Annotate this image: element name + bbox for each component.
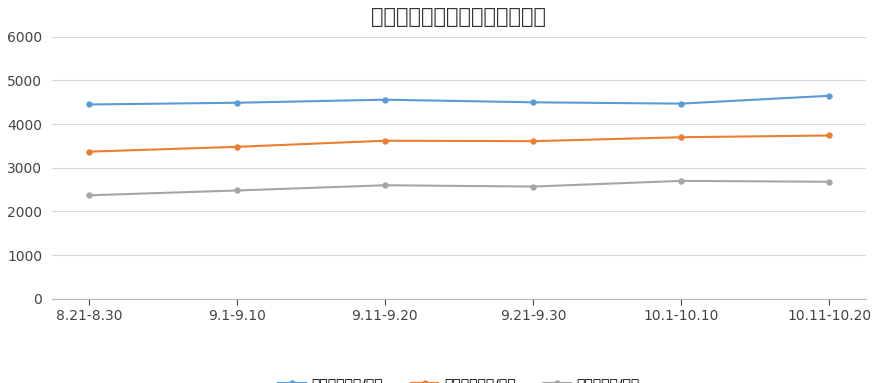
黄豆二号（元/吨） xyxy=(232,144,242,149)
黄豆二号（元/吨） xyxy=(379,138,390,143)
黄豆二号（元/吨） xyxy=(83,149,94,154)
黄豆一号（元/吨） xyxy=(824,93,834,98)
Line: 黄豆二号（元/吨）: 黄豆二号（元/吨） xyxy=(86,133,832,154)
黄豆一号（元/吨） xyxy=(232,100,242,105)
黄豆一号（元/吨） xyxy=(675,101,686,106)
美黄豆（元/吨） xyxy=(232,188,242,193)
美黄豆（元/吨） xyxy=(675,178,686,183)
黄豆二号（元/吨） xyxy=(824,133,834,138)
Line: 黄豆一号（元/吨）: 黄豆一号（元/吨） xyxy=(86,93,832,107)
黄豆一号（元/吨） xyxy=(83,102,94,107)
黄豆一号（元/吨） xyxy=(379,97,390,102)
Line: 美黄豆（元/吨）: 美黄豆（元/吨） xyxy=(86,178,832,198)
美黄豆（元/吨） xyxy=(528,184,538,189)
黄豆一号（元/吨） xyxy=(528,100,538,105)
Legend: 黄豆一号（元/吨）, 黄豆二号（元/吨）, 美黄豆（元/吨）: 黄豆一号（元/吨）, 黄豆二号（元/吨）, 美黄豆（元/吨） xyxy=(272,371,645,383)
Title: 国内国际期货大豆价格变化趋势: 国内国际期货大豆价格变化趋势 xyxy=(371,7,546,27)
美黄豆（元/吨） xyxy=(824,180,834,184)
美黄豆（元/吨） xyxy=(83,193,94,198)
黄豆二号（元/吨） xyxy=(675,135,686,139)
美黄豆（元/吨） xyxy=(379,183,390,188)
黄豆二号（元/吨） xyxy=(528,139,538,144)
